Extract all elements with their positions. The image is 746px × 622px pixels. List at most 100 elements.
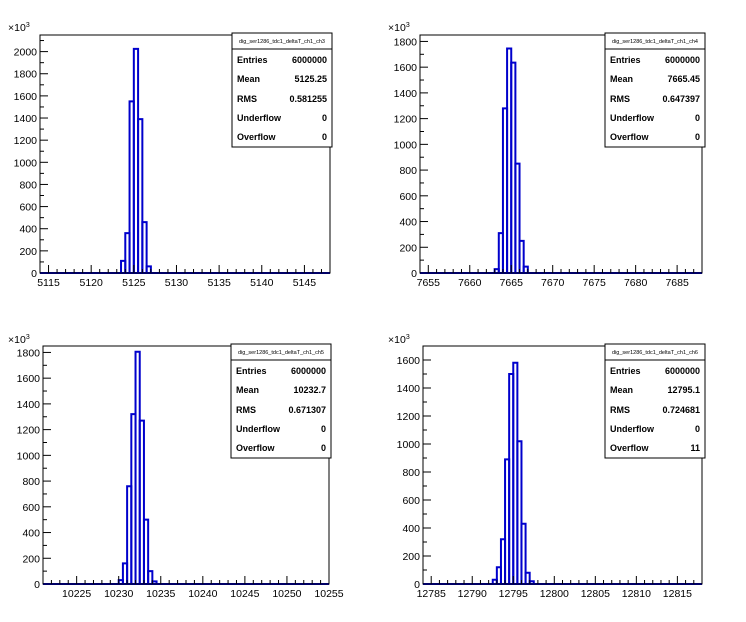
y-tick-label: 0 <box>34 579 40 591</box>
y-tick-label: 400 <box>399 217 417 229</box>
y-tick-label: 800 <box>22 476 40 488</box>
histogram-bin <box>524 571 531 584</box>
x-tick-label: 10245 <box>230 588 259 600</box>
mean-label: Mean <box>610 74 633 84</box>
x-tick-label: 5115 <box>37 277 60 289</box>
overflow-value: 0 <box>322 132 327 142</box>
entries-value: 6000000 <box>665 55 700 65</box>
y-tick-label: 1000 <box>397 439 421 451</box>
overflow-label: Overflow <box>610 132 650 142</box>
y-multiplier-label: ×103 <box>8 22 30 34</box>
x-tick-label: 10235 <box>146 588 175 600</box>
y-tick-label: 400 <box>22 528 40 540</box>
x-tick-label: 12815 <box>663 588 692 600</box>
entries-value: 6000000 <box>291 366 326 376</box>
entries-label: Entries <box>610 366 641 376</box>
overflow-label: Overflow <box>610 443 650 453</box>
overflow-value: 0 <box>321 443 326 453</box>
mean-value: 12795.1 <box>667 385 700 395</box>
mean-label: Mean <box>610 385 633 395</box>
overflow-label: Overflow <box>236 443 276 453</box>
y-tick-label: 800 <box>19 179 37 191</box>
y-tick-label: 400 <box>19 224 37 236</box>
histogram-title: dig_ser1286_tdc1_deltaT_ch1_ch3 <box>239 39 325 45</box>
rms-value: 0.724681 <box>662 405 700 415</box>
y-tick-label: 0 <box>411 268 417 280</box>
x-tick-label: 12800 <box>540 588 569 600</box>
y-tick-label: 1600 <box>17 373 41 385</box>
rms-label: RMS <box>237 94 257 104</box>
histogram-bin <box>137 118 144 273</box>
histogram-title: dig_ser1286_tdc1_deltaT_ch1_ch6 <box>612 350 698 356</box>
x-tick-label: 7655 <box>417 277 441 289</box>
x-tick-label: 7670 <box>541 277 565 289</box>
histogram-bin <box>514 162 521 273</box>
x-tick-label: 12810 <box>622 588 651 600</box>
y-tick-label: 1200 <box>397 411 421 423</box>
x-tick-label: 10255 <box>314 588 343 600</box>
histogram-bin <box>142 518 150 584</box>
mean-value: 5125.25 <box>294 74 327 84</box>
y-tick-label: 1000 <box>14 157 38 169</box>
x-tick-label: 7680 <box>624 277 648 289</box>
y-tick-label: 200 <box>19 246 37 258</box>
y-tick-label: 1200 <box>17 425 41 437</box>
y-tick-label: 2000 <box>14 47 38 59</box>
y-tick-label: 600 <box>399 191 417 203</box>
underflow-label: Underflow <box>236 424 281 434</box>
x-axis-ticks: 7655 7660 7665 7670 7675 7680 7685 <box>417 265 703 289</box>
y-tick-label: 200 <box>399 242 417 254</box>
x-tick-label: 5145 <box>293 277 317 289</box>
y-tick-label: 0 <box>414 579 420 591</box>
entries-label: Entries <box>237 55 268 65</box>
y-tick-label: 1600 <box>397 355 421 367</box>
entries-value: 6000000 <box>665 366 700 376</box>
histogram-bin <box>141 221 148 273</box>
y-axis-ticks: 0 200 400 600 800 1000 1200 1400 1600 1800 <box>17 347 51 591</box>
x-tick-label: 7665 <box>500 277 524 289</box>
mean-value: 10232.7 <box>293 385 326 395</box>
histogram-bin <box>138 419 145 584</box>
x-tick-label: 12790 <box>458 588 487 600</box>
underflow-label: Underflow <box>610 113 655 123</box>
stats-box: dig_ser1286_tdc1_deltaT_ch1_ch3 Entries … <box>231 32 333 148</box>
y-tick-label: 200 <box>402 551 420 563</box>
y-tick-label: 600 <box>402 495 420 507</box>
underflow-value: 0 <box>695 424 700 434</box>
y-tick-label: 1600 <box>14 91 38 103</box>
x-axis-ticks: 10225 10230 10235 10240 10245 10250 10255 <box>42 576 344 600</box>
x-tick-label: 12795 <box>499 588 528 600</box>
x-tick-label: 10225 <box>62 588 91 600</box>
y-tick-label: 1000 <box>394 139 418 151</box>
rms-value: 0.671307 <box>288 405 326 415</box>
x-tick-label: 5120 <box>79 277 103 289</box>
mean-label: Mean <box>236 385 259 395</box>
histogram-title: dig_ser1286_tdc1_deltaT_ch1_ch5 <box>238 350 324 356</box>
histogram-panel-ch6: 0 200 400 600 800 1000 1200 1400 1600 12785 12790… <box>388 334 706 600</box>
underflow-label: Underflow <box>610 424 655 434</box>
x-tick-label: 12805 <box>581 588 610 600</box>
underflow-value: 0 <box>695 113 700 123</box>
underflow-value: 0 <box>321 424 326 434</box>
x-tick-label: 10230 <box>104 588 133 600</box>
histogram-bin <box>520 522 527 584</box>
x-tick-label: 5135 <box>207 277 231 289</box>
entries-label: Entries <box>236 366 267 376</box>
y-tick-label: 1400 <box>17 399 41 411</box>
stats-box: dig_ser1286_tdc1_deltaT_ch1_ch5 Entries … <box>230 343 332 459</box>
y-tick-label: 600 <box>22 502 40 514</box>
y-tick-label: 1000 <box>17 450 41 462</box>
y-multiplier-label: ×103 <box>8 334 30 346</box>
y-tick-label: 800 <box>402 467 420 479</box>
x-tick-label: 5140 <box>250 277 274 289</box>
entries-value: 6000000 <box>292 55 327 65</box>
rms-value: 0.581255 <box>289 94 327 104</box>
y-tick-label: 1800 <box>14 69 38 81</box>
y-tick-label: 1200 <box>14 135 38 147</box>
y-tick-label: 1800 <box>17 347 41 359</box>
histogram-panel-ch3: 0 200 400 600 800 1000 1200 1400 1600 1800 2000 51… <box>8 22 333 289</box>
y-tick-label: 600 <box>19 202 37 214</box>
